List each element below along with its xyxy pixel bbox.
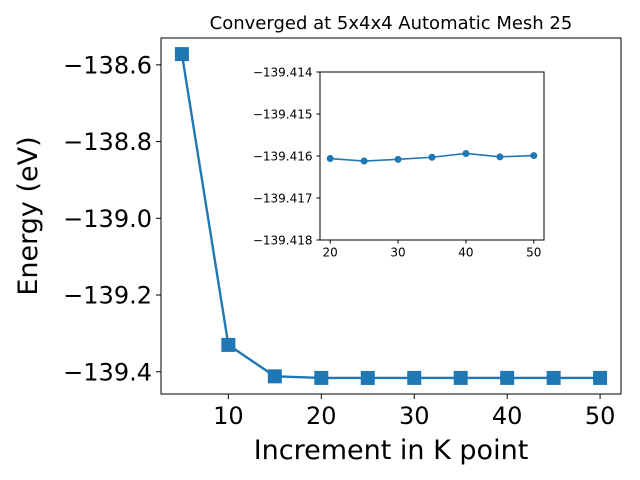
inset-y-tick-label: −139.414 xyxy=(253,65,313,79)
inset-data-point xyxy=(530,152,538,160)
y-axis-label: Energy (eV) xyxy=(13,136,44,295)
inset-data-point xyxy=(462,149,470,157)
main-chart: 10 20 30 40 50 −138.6 −138.8 −139.0 −139.2 −139.… xyxy=(13,13,622,466)
inset-x-tick-label: 50 xyxy=(526,246,541,260)
main-data-point xyxy=(221,337,236,352)
main-x-tick-label: 20 xyxy=(306,402,337,430)
main-y-tick-label: −139.2 xyxy=(63,282,152,310)
x-axis-label: Increment in K point xyxy=(254,435,529,466)
inset-x-tick-label: 40 xyxy=(458,246,473,260)
inset-y-ticks: −139.418 −139.417 −139.416 −139.415 −139.414 xyxy=(253,65,320,247)
main-y-ticks: −138.6 −138.8 −139.0 −139.2 −139.4 xyxy=(63,51,161,386)
main-marks xyxy=(174,47,608,385)
main-y-tick-label: −138.8 xyxy=(63,128,152,156)
main-x-tick-label: 40 xyxy=(492,402,523,430)
inset-x-ticks: 20 30 40 50 xyxy=(323,240,541,260)
inset-data-point xyxy=(326,155,334,163)
main-y-tick-label: −139.0 xyxy=(63,205,152,233)
chart-title: Converged at 5x4x4 Automatic Mesh 25 xyxy=(210,13,573,34)
inset-data-point xyxy=(496,153,504,161)
inset-data-point xyxy=(394,155,402,163)
main-data-point xyxy=(267,369,282,384)
inset-chart: 20 30 40 50 −139.418−139.417−139.416−139.41… xyxy=(253,65,545,260)
inset-data-point xyxy=(428,153,436,161)
inset-x-tick-label: 20 xyxy=(323,246,338,260)
inset-x-tick-label: 30 xyxy=(390,246,405,260)
inset-y-tick-label: −139.417 xyxy=(253,191,313,205)
main-x-ticks: 10 20 30 40 50 xyxy=(213,394,615,430)
inset-data-point xyxy=(360,157,368,165)
main-plot-frame xyxy=(160,37,622,395)
main-data-point xyxy=(174,47,189,62)
main-y-tick-label: −139.4 xyxy=(63,358,152,386)
main-data-point xyxy=(593,370,608,385)
main-series-line xyxy=(180,53,601,380)
inset-y-tick-label: −139.416 xyxy=(253,149,313,163)
main-data-point xyxy=(546,370,561,385)
main-x-tick-label: 10 xyxy=(213,402,244,430)
main-data-point xyxy=(360,370,375,385)
main-data-point xyxy=(453,370,468,385)
main-data-point xyxy=(407,370,422,385)
inset-y-tick-label: −139.415 xyxy=(253,107,313,121)
main-data-point xyxy=(314,370,329,385)
main-data-point xyxy=(500,370,515,385)
main-y-tick-label: −138.6 xyxy=(63,51,152,79)
inset-y-tick-label: −139.418 xyxy=(253,233,313,247)
main-x-tick-label: 30 xyxy=(399,402,430,430)
inset-marks xyxy=(326,149,538,165)
main-x-tick-label: 50 xyxy=(585,402,616,430)
